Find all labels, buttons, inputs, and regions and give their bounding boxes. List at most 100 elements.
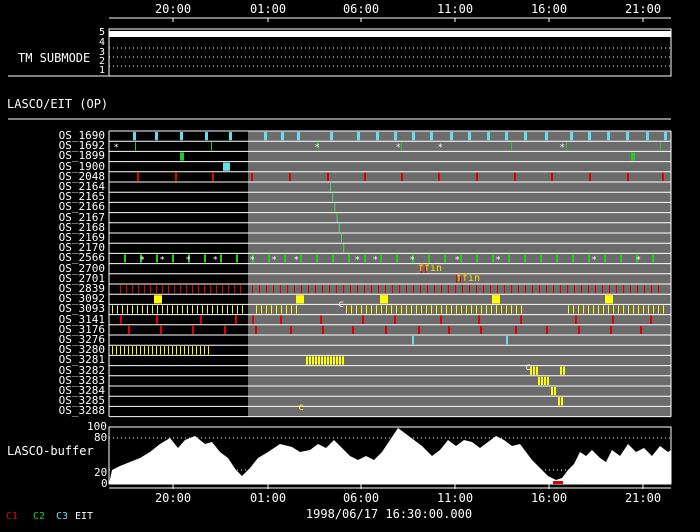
os-event-mark <box>430 132 433 141</box>
os-event-mark <box>212 172 214 181</box>
os-event-mark <box>566 142 567 151</box>
os-event-mark <box>658 285 659 294</box>
os-event-mark <box>120 346 121 355</box>
os-event-mark <box>329 285 330 294</box>
legend-eit: EIT <box>75 511 94 522</box>
top-tick-3: 06:00 <box>342 2 380 16</box>
os-event-mark <box>612 315 614 324</box>
os-event-mark <box>330 132 333 141</box>
os-event-mark <box>640 325 642 334</box>
os-event-mark <box>455 285 456 294</box>
os-event-mark <box>483 285 484 294</box>
os-event-star: * <box>140 255 145 265</box>
os-event-mark <box>144 346 145 355</box>
os-event-mark <box>154 295 162 304</box>
os-event-mark <box>177 305 178 314</box>
os-event-mark <box>650 315 652 324</box>
os-event-mark <box>237 305 238 314</box>
os-event-mark <box>441 305 442 314</box>
os-event-mark <box>366 305 367 314</box>
os-event-mark <box>434 285 435 294</box>
os-row-label: OS_3276 <box>58 333 105 346</box>
os-event-mark <box>609 285 610 294</box>
os-event-mark <box>222 305 223 314</box>
os-event-mark <box>627 172 629 181</box>
os-row-label: OS_3092 <box>58 292 105 306</box>
os-event-mark <box>280 285 281 294</box>
os-event-mark <box>184 346 185 355</box>
os-event-mark <box>116 346 117 355</box>
os-event-mark <box>322 325 324 334</box>
os-event-star: * <box>355 255 360 265</box>
os-event-mark <box>198 285 199 294</box>
os-event-mark <box>124 254 126 263</box>
os-event-mark <box>315 285 316 294</box>
os-event-mark <box>426 305 427 314</box>
os-event-mark <box>309 356 311 365</box>
os-event-mark <box>135 142 136 151</box>
os-row-label: OS_3093 <box>58 302 105 316</box>
os-event-mark <box>362 315 364 324</box>
os-event-mark <box>490 285 491 294</box>
bottom-tick-2: 01:00 <box>249 491 287 505</box>
os-event-star: * <box>496 255 501 265</box>
os-event-mark <box>462 285 463 294</box>
os-event-mark <box>501 305 502 314</box>
os-event-mark <box>294 285 295 294</box>
os-event-mark <box>530 366 532 375</box>
os-event-mark <box>176 346 177 355</box>
os-event-mark <box>658 305 659 314</box>
os-event-mark <box>588 132 591 141</box>
os-event-mark <box>271 305 272 314</box>
os-event-mark <box>561 397 563 406</box>
os-event-mark <box>570 132 573 141</box>
os-event-mark <box>276 305 277 314</box>
os-event-mark <box>511 305 512 314</box>
top-tick-1: 20:00 <box>154 2 192 16</box>
os-event-mark <box>446 305 447 314</box>
os-event-mark <box>330 356 332 365</box>
os-event-mark <box>588 285 589 294</box>
os-row-label: OS_2165 <box>58 190 105 204</box>
os-event-mark <box>144 285 145 294</box>
os-event-mark <box>401 305 402 314</box>
os-event-mark <box>620 254 622 263</box>
os-event-mark <box>451 305 452 314</box>
os-event-mark <box>334 203 336 212</box>
os-event-mark <box>132 285 133 294</box>
os-event-mark <box>605 295 613 304</box>
os-event-mark <box>468 132 471 141</box>
os-event-star: * <box>213 255 218 265</box>
os-event-mark <box>589 172 591 181</box>
top-tick-2: 01:00 <box>249 2 287 16</box>
os-event-mark <box>128 346 129 355</box>
os-event-mark <box>588 254 590 263</box>
os-event-mark <box>598 305 599 314</box>
os-event-mark <box>450 132 453 141</box>
os-event-mark <box>394 132 397 141</box>
os-event-mark <box>623 305 624 314</box>
os-event-mark <box>156 285 157 294</box>
os-event-star: * <box>373 255 378 265</box>
os-event-mark <box>133 132 136 141</box>
os-event-mark <box>330 183 331 192</box>
os-event-mark <box>200 315 202 324</box>
os-event-star: * <box>294 255 299 265</box>
os-event-mark <box>252 285 253 294</box>
os-event-mark <box>142 305 143 314</box>
os-event-mark <box>593 305 594 314</box>
bottom-tick-6: 21:00 <box>624 491 662 505</box>
os-row-label: OS_2170 <box>58 241 105 255</box>
os-event-mark <box>560 285 561 294</box>
os-event-mark <box>505 132 508 141</box>
os-event-mark <box>156 254 158 263</box>
os-event-mark <box>192 285 193 294</box>
os-event-mark <box>378 285 379 294</box>
top-tick-5: 16:00 <box>530 2 568 16</box>
os-event-mark <box>192 346 193 355</box>
os-event-mark <box>604 254 606 263</box>
os-event-mark <box>211 142 212 151</box>
os-event-mark <box>120 285 121 294</box>
os-event-mark <box>412 336 414 345</box>
os-row-label: OS_2566 <box>58 251 105 265</box>
